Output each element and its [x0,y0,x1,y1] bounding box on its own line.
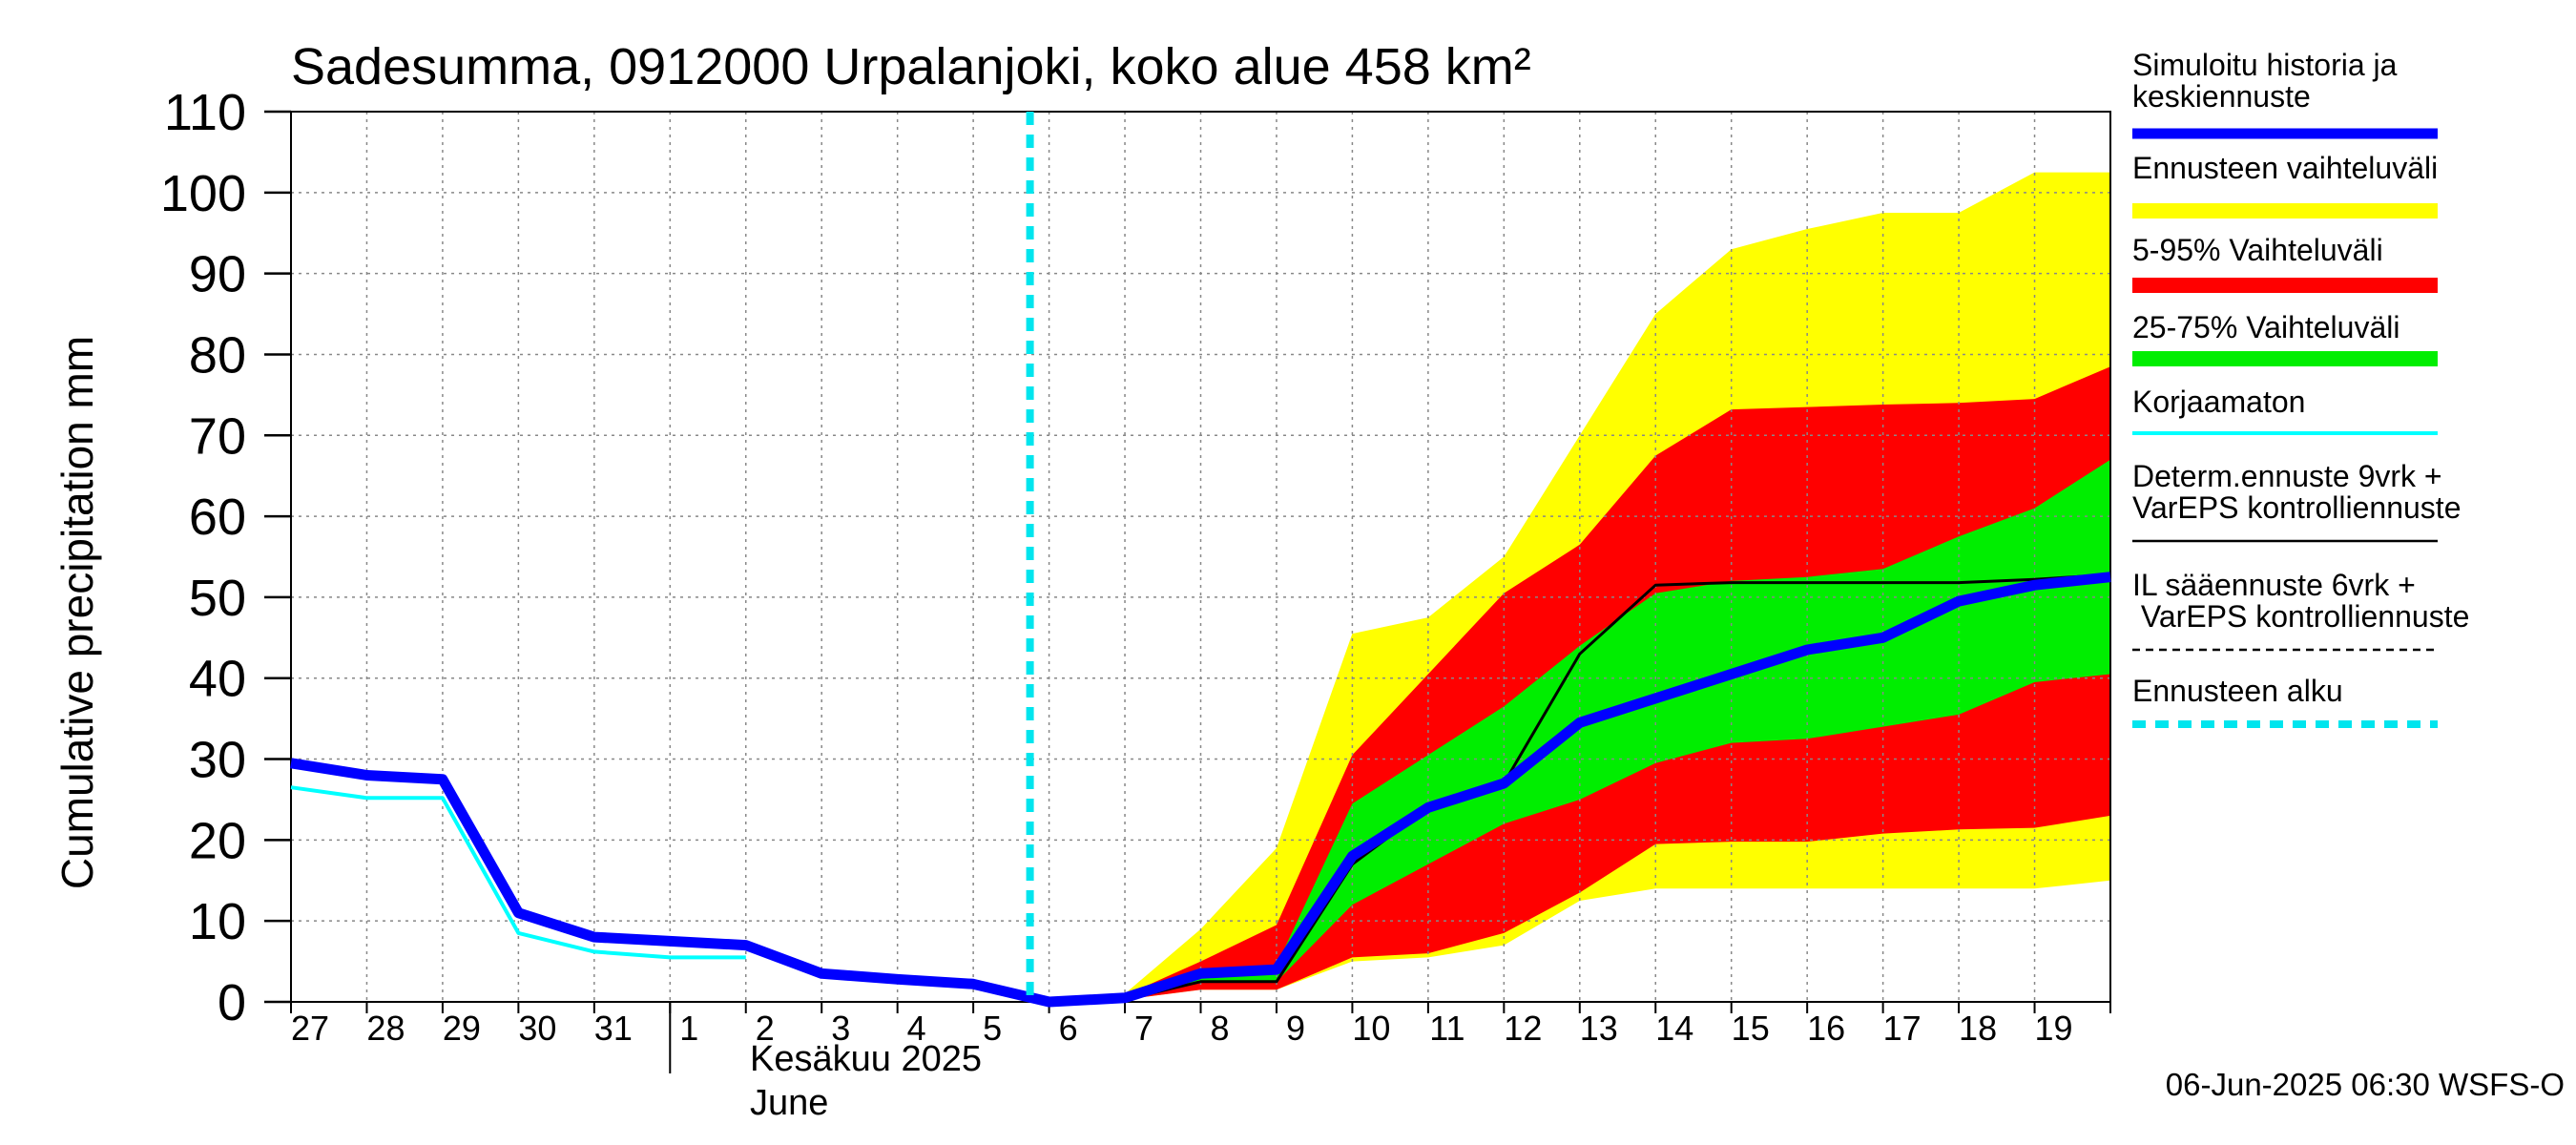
chart-title: Sadesumma, 0912000 Urpalanjoki, koko alu… [291,38,1531,95]
x-tick-label: 30 [518,1009,556,1048]
x-tick-label: 11 [1429,1009,1465,1048]
y-tick-label: 80 [189,326,246,384]
legend-label-0: Simuloitu historia ja keskiennuste [2132,48,2398,114]
legend-label-2: 5-95% Vaihteluväli [2132,233,2383,267]
x-tick-label: 2 [756,1009,775,1048]
y-tick-label: 100 [160,165,246,222]
x-tick-label: 14 [1655,1009,1693,1048]
x-tick-label: 3 [831,1009,850,1048]
x-tick-label: 12 [1504,1009,1542,1048]
x-tick-label: 18 [1959,1009,1997,1048]
y-tick-label: 60 [189,489,246,546]
month-label-fi: Kesäkuu 2025 [750,1039,982,1079]
x-tick-label: 10 [1352,1009,1390,1048]
y-tick-label: 90 [189,246,246,303]
x-tick-label: 8 [1210,1009,1229,1048]
x-tick-label: 6 [1059,1009,1078,1048]
line-simuloitu-historia [290,572,2111,1008]
legend-label-1: Ennusteen vaihteluväli [2132,151,2438,185]
legend-label-3: 25-75% Vaihteluväli [2132,310,2399,344]
x-tick-label: 13 [1580,1009,1618,1048]
legend-label-6: IL sääennuste 6vrk + VarEPS kontrollienn… [2132,568,2469,634]
legend-label-7: Ennusteen alku [2132,674,2343,708]
x-tick-label: 15 [1732,1009,1770,1048]
y-tick-label: 40 [189,651,246,708]
y-tick-label: 10 [189,893,246,950]
legend-label-5: Determ.ennuste 9vrk + VarEPS kontrollienn… [2132,459,2461,525]
y-tick-label: 0 [218,974,246,1031]
x-tick-label: 31 [594,1009,633,1048]
x-tick-label: 4 [907,1009,926,1048]
legend: Simuloitu historia ja keskiennuste Ennuste… [2132,48,2469,728]
y-tick-label: 30 [189,732,246,789]
month-label-en: June [750,1083,828,1123]
line-determ-ennuste [1049,572,2111,1004]
y-tick-label: 20 [189,812,246,869]
x-tick-label: 28 [366,1009,405,1048]
y-tick-label: 110 [164,84,246,141]
legend-label-4: Korjaamaton [2132,385,2305,419]
y-tick-label: 70 [189,407,246,465]
x-tick-label: 16 [1807,1009,1845,1048]
x-tick-label: 7 [1134,1009,1153,1048]
x-tick-label: 17 [1883,1009,1922,1048]
y-axis-label: Cumulative precipitation mm [52,336,102,889]
x-tick-label: 5 [983,1009,1002,1048]
y-tick-label: 50 [189,570,246,627]
x-tick-label: 29 [443,1009,481,1048]
line-korjaamaton [290,785,746,960]
x-tick-label: 27 [291,1009,329,1048]
footer-timestamp: 06-Jun-2025 06:30 WSFS-O [2166,1067,2565,1102]
x-tick-label: 19 [2035,1009,2073,1048]
x-tick-label: 1 [679,1009,698,1048]
x-tick-label: 9 [1286,1009,1305,1048]
